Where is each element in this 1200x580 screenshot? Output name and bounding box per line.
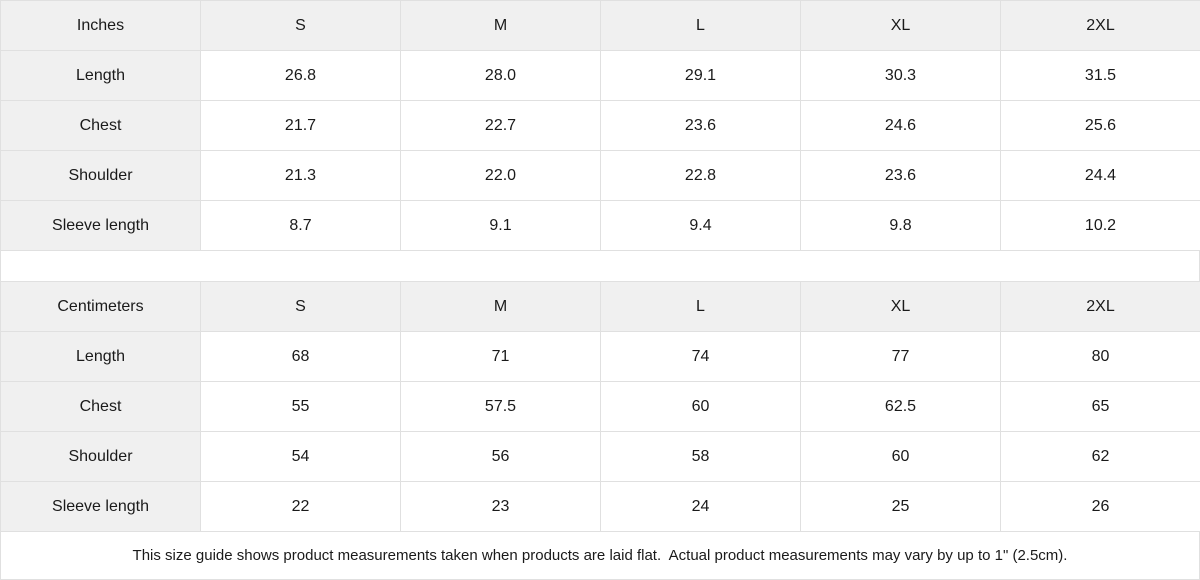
measurement-cell: 22.0 [400, 150, 601, 201]
measurement-cell: 10.2 [1000, 200, 1200, 251]
table-row: Sleeve length 22 23 24 25 26 [0, 481, 1200, 532]
size-header: L [600, 0, 801, 51]
measurement-cell: 8.7 [200, 200, 401, 251]
table-row: Chest 21.7 22.7 23.6 24.6 25.6 [0, 100, 1200, 151]
size-header: M [400, 0, 601, 51]
measurement-cell: 62 [1000, 431, 1200, 482]
table-row: Sleeve length 8.7 9.1 9.4 9.8 10.2 [0, 200, 1200, 251]
measurement-cell: 60 [600, 381, 801, 432]
measurement-cell: 80 [1000, 331, 1200, 382]
measurement-cell: 22.7 [400, 100, 601, 151]
measurement-cell: 55 [200, 381, 401, 432]
measurement-cell: 24.6 [800, 100, 1001, 151]
size-header: S [200, 0, 401, 51]
row-label: Chest [0, 381, 201, 432]
measurement-cell: 28.0 [400, 50, 601, 101]
row-label: Shoulder [0, 150, 201, 201]
measurement-cell: 77 [800, 331, 1001, 382]
measurement-cell: 60 [800, 431, 1001, 482]
row-label: Shoulder [0, 431, 201, 482]
table-header-row: Inches S M L XL 2XL [0, 0, 1200, 51]
measurement-cell: 23 [400, 481, 601, 532]
measurement-cell: 68 [200, 331, 401, 382]
size-header: 2XL [1000, 0, 1200, 51]
measurement-cell: 24 [600, 481, 801, 532]
measurement-cell: 29.1 [600, 50, 801, 101]
table-row: Shoulder 21.3 22.0 22.8 23.6 24.4 [0, 150, 1200, 201]
unit-header: Inches [0, 0, 201, 51]
measurement-cell: 74 [600, 331, 801, 382]
size-header: S [200, 281, 401, 332]
measurement-cell: 26.8 [200, 50, 401, 101]
measurement-cell: 21.7 [200, 100, 401, 151]
table-spacer [0, 251, 1200, 281]
unit-header: Centimeters [0, 281, 201, 332]
table-row: Length 68 71 74 77 80 [0, 331, 1200, 382]
measurement-cell: 23.6 [600, 100, 801, 151]
measurement-cell: 62.5 [800, 381, 1001, 432]
measurement-cell: 30.3 [800, 50, 1001, 101]
table-header-row: Centimeters S M L XL 2XL [0, 281, 1200, 332]
size-header: L [600, 281, 801, 332]
measurement-cell: 58 [600, 431, 801, 482]
inches-table: Inches S M L XL 2XL Length 26.8 28.0 29.… [0, 0, 1200, 251]
measurement-cell: 65 [1000, 381, 1200, 432]
size-guide-note: This size guide shows product measuremen… [0, 532, 1200, 580]
measurement-cell: 31.5 [1000, 50, 1200, 101]
size-header: XL [800, 281, 1001, 332]
measurement-cell: 23.6 [800, 150, 1001, 201]
centimeters-table: Centimeters S M L XL 2XL Length 68 71 74… [0, 281, 1200, 532]
table-row: Shoulder 54 56 58 60 62 [0, 431, 1200, 482]
size-header: 2XL [1000, 281, 1200, 332]
row-label: Sleeve length [0, 481, 201, 532]
measurement-cell: 22 [200, 481, 401, 532]
measurement-cell: 9.1 [400, 200, 601, 251]
measurement-cell: 21.3 [200, 150, 401, 201]
measurement-cell: 57.5 [400, 381, 601, 432]
row-label: Length [0, 331, 201, 382]
measurement-cell: 9.4 [600, 200, 801, 251]
size-header: M [400, 281, 601, 332]
size-header: XL [800, 0, 1001, 51]
table-row: Length 26.8 28.0 29.1 30.3 31.5 [0, 50, 1200, 101]
table-row: Chest 55 57.5 60 62.5 65 [0, 381, 1200, 432]
measurement-cell: 71 [400, 331, 601, 382]
measurement-cell: 24.4 [1000, 150, 1200, 201]
measurement-cell: 9.8 [800, 200, 1001, 251]
row-label: Sleeve length [0, 200, 201, 251]
measurement-cell: 54 [200, 431, 401, 482]
measurement-cell: 25 [800, 481, 1001, 532]
measurement-cell: 22.8 [600, 150, 801, 201]
row-label: Length [0, 50, 201, 101]
measurement-cell: 26 [1000, 481, 1200, 532]
row-label: Chest [0, 100, 201, 151]
measurement-cell: 56 [400, 431, 601, 482]
measurement-cell: 25.6 [1000, 100, 1200, 151]
